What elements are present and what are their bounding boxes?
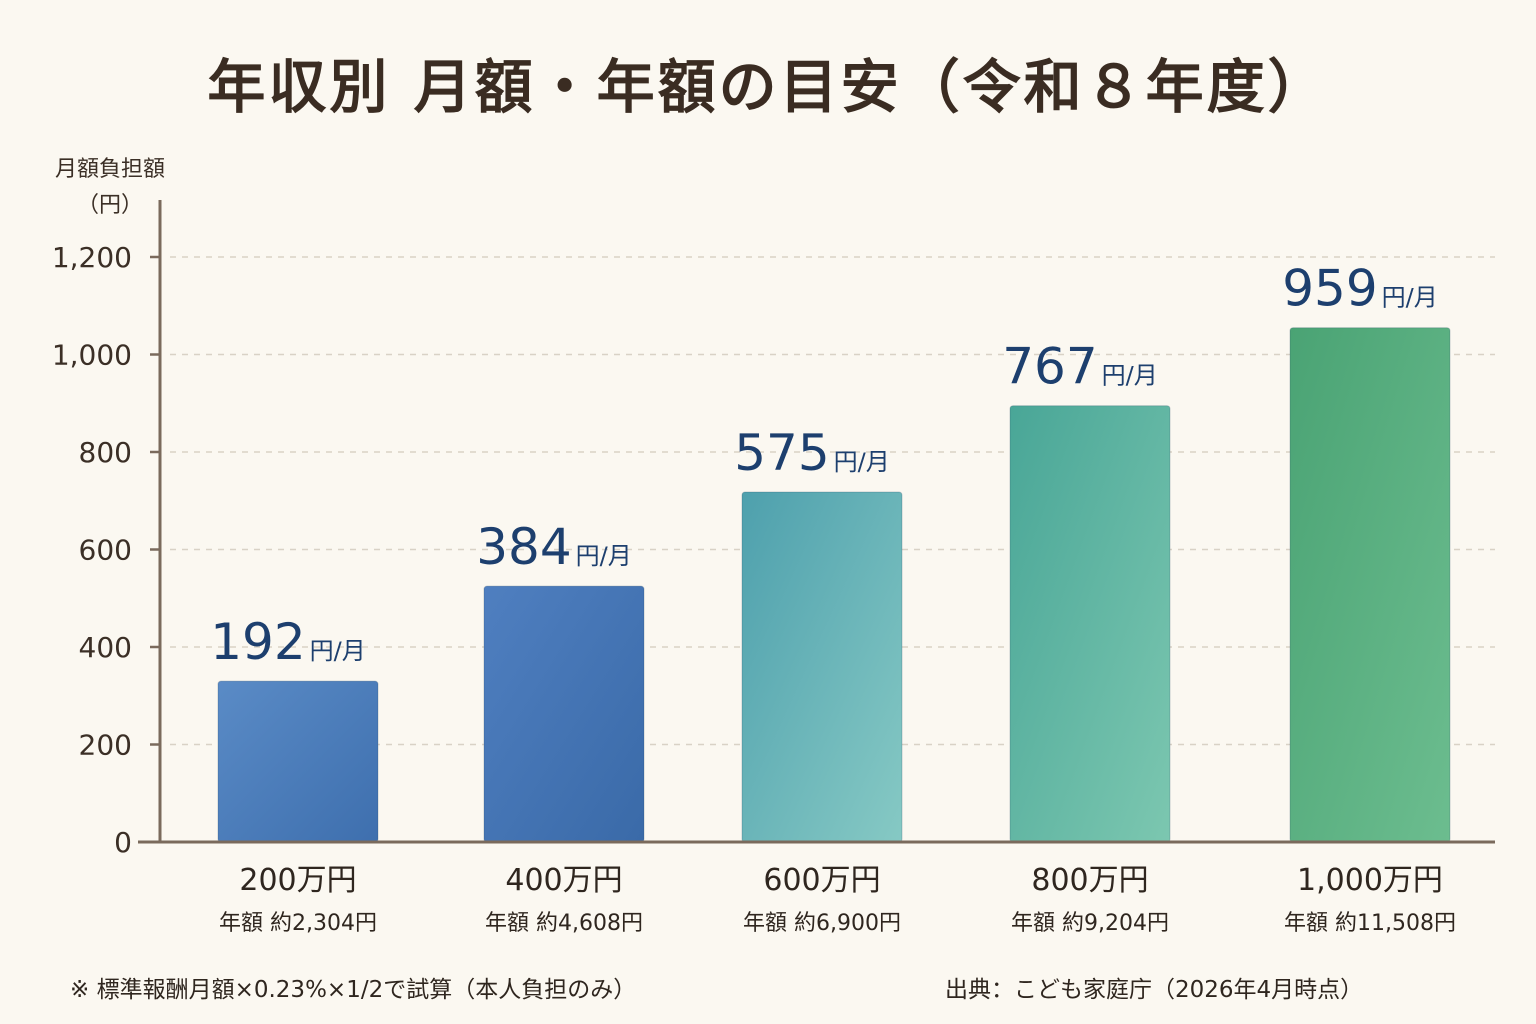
y-tick-label: 400: [79, 631, 132, 664]
x-annual-label: 年額 約4,608円: [485, 911, 643, 936]
x-category-label: 800万円: [1031, 863, 1148, 898]
x-annual-label: 年額 約11,508円: [1284, 911, 1456, 936]
y-axis-label-line1: 月額負担額: [54, 157, 165, 182]
bar: [1009, 405, 1171, 843]
y-tick-label: 600: [79, 534, 132, 567]
y-tick-label: 200: [79, 729, 132, 762]
bar-value-label: 959 円/月: [1282, 260, 1438, 318]
bar-value-label: 192 円/月: [210, 613, 366, 671]
x-category-label: 200万円: [239, 863, 356, 898]
x-annual-label: 年額 約9,204円: [1011, 911, 1169, 936]
footer-note: ※ 標準報酬月額×0.23%×1/2で試算（本人負担のみ）: [70, 977, 637, 1003]
x-annual-label: 年額 約6,900円: [743, 911, 901, 936]
y-tick-label: 0: [114, 826, 132, 859]
x-annual-label: 年額 約2,304円: [219, 911, 377, 936]
bars: [217, 327, 1451, 843]
x-category-label: 600万円: [763, 863, 880, 898]
axes: [138, 200, 1495, 844]
footer-source: 出典：こども家庭庁（2026年4月時点）: [945, 977, 1364, 1003]
bar-value-label: 575 円/月: [734, 424, 890, 482]
grid-lines: [170, 256, 1495, 746]
y-tick-label: 800: [79, 436, 132, 469]
y-tick-label: 1,000: [52, 339, 132, 372]
bar: [1289, 327, 1451, 843]
bar-value-label: 767 円/月: [1002, 338, 1158, 396]
bar-value-label: 384 円/月: [476, 518, 632, 576]
bar: [217, 680, 379, 843]
bar: [483, 585, 645, 843]
y-tick-label: 1,200: [52, 241, 132, 274]
x-category-label: 1,000万円: [1297, 863, 1443, 898]
y-axis-label-line2: （円）: [76, 193, 143, 218]
bar: [741, 491, 903, 843]
y-axis-ticks: 0 200 400 600 800 1,000 1,200: [52, 241, 160, 859]
y-axis-label: 月額負担額 （円）: [30, 152, 190, 224]
x-category-label: 400万円: [505, 863, 622, 898]
chart-title: 年収別 月額・年額の目安（令和８年度）: [207, 53, 1329, 121]
